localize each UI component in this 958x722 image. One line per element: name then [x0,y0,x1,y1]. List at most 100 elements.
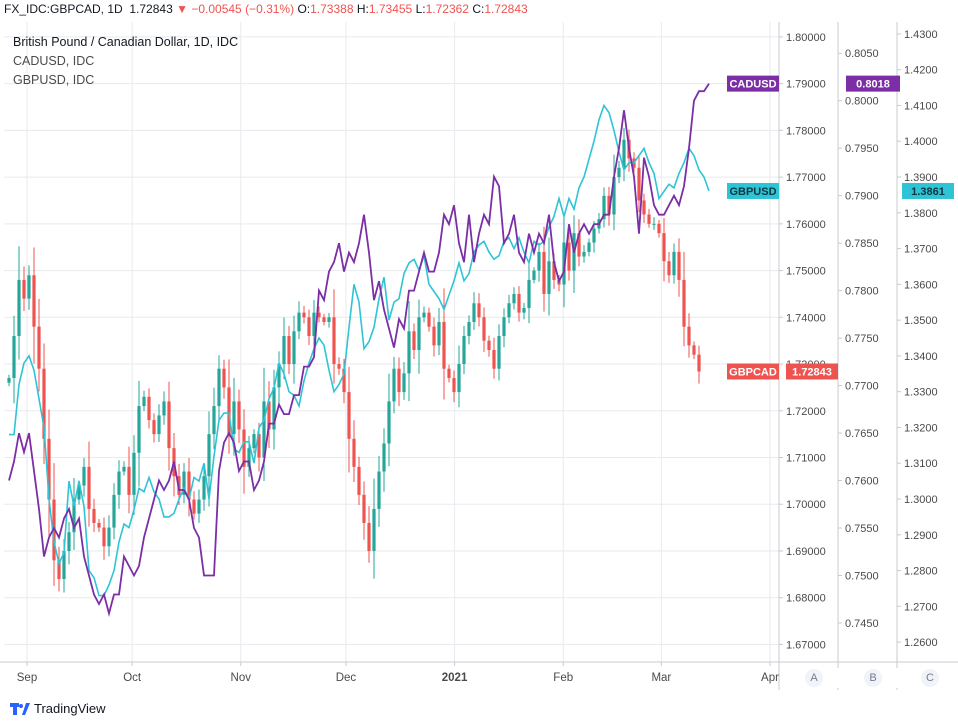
candle-body [417,317,421,351]
candle-body [482,317,486,341]
candle-body [487,340,491,351]
gbpusd-last-value-tag: 1.3861 [911,186,945,198]
gbpcad-last-value-tag: 1.72843 [792,367,832,379]
gbpusd-name-tag: GBPUSD [729,186,776,198]
candle-body [292,331,296,365]
candle-body [282,335,286,365]
close-label: C: [472,2,485,16]
candle-body [397,368,401,393]
candle-body [207,434,211,477]
legend-cadusd[interactable]: CADUSD, IDC [13,54,95,68]
candle-body [612,177,616,215]
candle-body [92,508,96,523]
candle-body [592,228,596,243]
axis-c-tick-label: 1.3000 [904,494,938,506]
tradingview-logo-icon [10,702,30,715]
open-value: 1.73388 [310,2,354,16]
candle-body [252,434,256,449]
candle-body [427,312,431,327]
candle-body [452,378,456,393]
gbpusd-last-value-tag-box [902,182,954,199]
candle-body [412,331,416,351]
axis-b-tick-label: 0.7900 [845,191,879,203]
last-price: 1.72843 [129,2,173,16]
time-axis-label: Dec [336,672,357,684]
candle-body [472,303,476,322]
candle-body [37,326,41,369]
tradingview-logo[interactable]: TradingView [10,701,106,716]
candle-body [212,406,216,435]
candle-body [272,387,276,430]
axis-a-tick-label: 1.78000 [786,125,826,137]
candle-body [62,550,66,580]
axis-b-tick-label: 0.7700 [845,381,879,393]
candle-body [607,195,611,215]
scale-b-label: B [864,669,882,687]
price-axes[interactable]: 1.80000 1.79000 1.78000 1.77000 1.76000 1.750… [0,22,958,690]
axis-b-tick-label: 0.7800 [845,286,879,298]
candle-body [507,303,511,318]
candle-body [342,368,346,393]
candle-body [677,251,681,280]
gbpusd-series-line [9,103,710,597]
candle-body [132,452,136,495]
scale-a-button[interactable]: A [785,668,843,688]
time-axis[interactable]: Sep Oct Nov Dec 2021 Feb Mar Apr [17,662,779,684]
candle-body [22,279,26,299]
candle-body [697,354,701,372]
candle-body [567,242,571,271]
axis-c-tick-label: 1.3800 [904,208,938,220]
down-arrow-icon: ▼ [176,2,188,16]
axis-b-tick-label: 0.7850 [845,238,879,250]
candle-body [347,392,351,439]
candle-body [312,312,316,336]
time-axis-label: Feb [553,672,573,684]
candle-body [317,312,321,318]
axis-b-tick-label: 0.7750 [845,333,879,345]
candle-body [122,466,126,472]
axis-c-tick-label: 1.4300 [904,29,938,41]
candle-body [222,368,226,388]
candle-body [227,387,231,435]
candle-body [462,335,466,365]
symbol-name[interactable]: FX_IDC:GBPCAD, 1D [4,2,123,16]
tradingview-brand: TradingView [34,701,106,716]
candle-body [617,167,621,178]
candle-body [672,251,676,276]
scale-b-button[interactable]: B [844,668,902,688]
candle-body [87,466,91,509]
candle-body [602,195,606,220]
axis-a-tick-label: 1.70000 [786,499,826,511]
candle-body [197,499,201,514]
candle-body [97,522,101,528]
footer-bar [0,696,958,722]
chart-grid [4,22,779,662]
legend-main-series[interactable]: British Pound / Canadian Dollar, 1D, IDC [13,35,239,49]
axis-b-tick-label: 0.7600 [845,476,879,488]
candle-body [67,532,71,551]
candle-body [57,560,61,580]
candle-body [47,438,51,500]
candle-body [192,499,196,514]
candle-body [27,275,31,299]
cadusd-last-value-tag-box [846,75,900,92]
scale-c-button[interactable]: C [901,668,958,688]
candle-body [242,429,246,467]
legend-gbpusd[interactable]: GBPUSD, IDC [13,73,95,87]
candle-body [467,321,471,336]
gbpusd-name-tag-box [727,182,779,199]
cadusd-last-value-tag: 0.8018 [856,79,890,91]
axis-a-tick-label: 1.74000 [786,312,826,324]
candle-body [307,317,311,336]
candle-body [12,335,16,379]
candle-body [457,364,461,393]
candle-body [112,494,116,528]
candle-body [337,364,341,369]
candle-body [287,335,291,365]
candle-body [297,312,301,332]
scale-a-label: A [805,669,823,687]
low-label: L: [415,2,426,16]
axis-a-tick-label: 1.79000 [786,79,826,91]
axis-a-tick-label: 1.75000 [786,266,826,278]
